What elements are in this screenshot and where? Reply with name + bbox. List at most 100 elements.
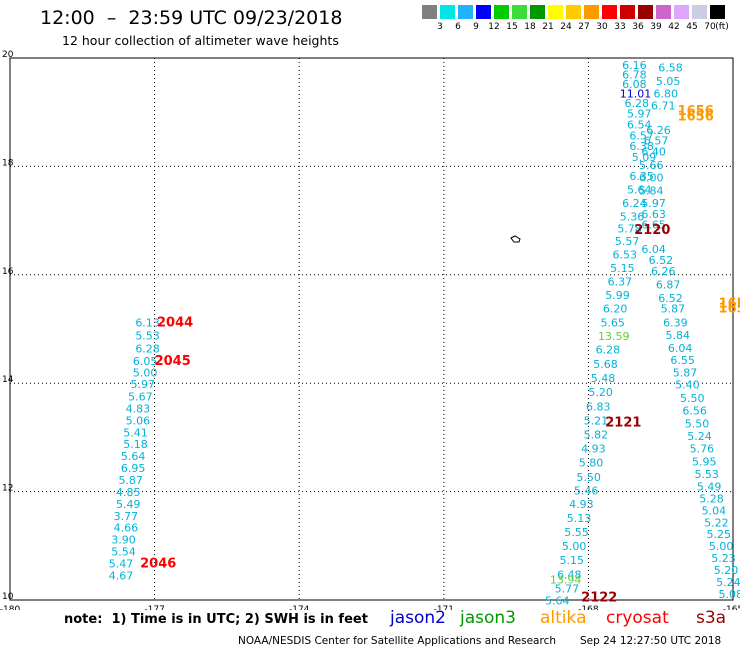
scale-swatch bbox=[530, 5, 545, 19]
scale-swatch bbox=[638, 5, 653, 19]
wave-height-label: 6.57 bbox=[629, 129, 654, 142]
wave-height-label: 5.97 bbox=[131, 378, 156, 391]
wave-height-label: 6.24 bbox=[622, 197, 647, 210]
scale-label: 9 bbox=[473, 22, 479, 32]
wave-height-label: 5.15 bbox=[559, 554, 584, 567]
satellite-jason3: jason3 bbox=[460, 608, 516, 628]
pass-time-label: 2045 bbox=[155, 354, 191, 369]
wave-height-label: 3.90 bbox=[111, 534, 136, 547]
y-tick-label: 20 bbox=[2, 50, 14, 60]
wave-height-label: 5.04 bbox=[702, 504, 727, 517]
y-tick-label: 10 bbox=[2, 592, 14, 602]
wave-height-label: 6.71 bbox=[651, 99, 676, 112]
pass-time-label: 1655 bbox=[719, 302, 740, 317]
y-tick-label: 16 bbox=[2, 267, 14, 277]
wave-height-label: 6.65 bbox=[641, 219, 666, 232]
scale-label: 18 bbox=[524, 22, 536, 32]
wave-height-label: 5.53 bbox=[694, 468, 719, 481]
wave-height-label: 5.13 bbox=[567, 512, 592, 525]
scale-label: 21 bbox=[542, 22, 554, 32]
wave-height-label: 6.78 bbox=[622, 69, 647, 82]
pass-time-label: 2121 bbox=[605, 416, 641, 431]
wave-height-label: 5.57 bbox=[615, 235, 640, 248]
x-tick-label: -180 bbox=[0, 605, 20, 610]
wave-height-label: 5.24 bbox=[716, 576, 740, 589]
wave-height-label: 5.54 bbox=[111, 546, 136, 559]
y-tick-label: 12 bbox=[2, 484, 13, 494]
footer-credit: NOAA/NESDIS Center for Satellite Applica… bbox=[238, 635, 556, 647]
wave-height-label: 6.40 bbox=[641, 146, 666, 159]
wave-height-label: 5.25 bbox=[706, 528, 731, 541]
wave-height-label: 5.50 bbox=[685, 418, 710, 431]
footer-note: note: 1) Time is in UTC; 2) SWH is in fe… bbox=[64, 612, 368, 627]
wave-height-label: 6.38 bbox=[629, 140, 654, 153]
wave-height-label: 5.95 bbox=[692, 456, 717, 469]
wave-height-label: 6.54 bbox=[627, 118, 652, 131]
wave-height-label: 6.28 bbox=[135, 342, 160, 355]
scale-label: 39 bbox=[650, 22, 662, 32]
wave-height-label: 5.87 bbox=[673, 367, 698, 380]
wave-height-label: 6.63 bbox=[641, 208, 666, 221]
scale-swatch bbox=[692, 5, 707, 19]
scale-swatch bbox=[602, 5, 617, 19]
wave-height-label: 5.08 bbox=[719, 588, 740, 601]
wave-height-label: 4.93 bbox=[581, 443, 606, 456]
wave-height-label: 6.28 bbox=[625, 97, 650, 110]
scale-label: 3 bbox=[437, 22, 443, 32]
wave-height-label: 5.82 bbox=[584, 428, 609, 441]
wave-height-label: 5.47 bbox=[109, 557, 134, 570]
wave-height-label: 6.57 bbox=[644, 135, 669, 148]
scale-swatch bbox=[512, 5, 527, 19]
scale-label: 33 bbox=[614, 22, 626, 32]
pass-time-label: 1656 bbox=[678, 109, 714, 124]
wave-height-label: 6.52 bbox=[658, 292, 683, 305]
wave-height-label: 6.04 bbox=[668, 342, 693, 355]
wave-height-label: 6.20 bbox=[603, 303, 628, 316]
satellite-cryosat: cryosat bbox=[606, 608, 669, 628]
wave-height-label: 5.64 bbox=[121, 450, 146, 463]
wave-height-label: 5.23 bbox=[711, 552, 736, 565]
wave-height-label: 6.08 bbox=[622, 78, 647, 91]
wave-height-label: 3.77 bbox=[114, 510, 139, 523]
altimeter-plot: -180 -177 -174 -171 -168 -165 10 12 14 16 18 20 6.1… bbox=[0, 50, 740, 610]
scale-label: 70 bbox=[704, 22, 716, 32]
chart-subtitle: 12 hour collection of altimeter wave hei… bbox=[62, 33, 339, 48]
wave-height-label: 5.84 bbox=[639, 185, 664, 198]
scale-label: 6 bbox=[455, 22, 461, 32]
wave-height-label: 6.83 bbox=[586, 400, 611, 413]
scale-swatch bbox=[476, 5, 491, 19]
satellite-s3a: s3a bbox=[696, 608, 727, 628]
wave-height-label: 5.50 bbox=[680, 392, 705, 405]
wave-height-label: 6.56 bbox=[682, 405, 707, 418]
wave-height-label: 5.20 bbox=[588, 386, 613, 399]
scale-label: 15 bbox=[506, 22, 518, 32]
wave-height-label: 6.13 bbox=[135, 316, 160, 329]
wave-height-label: 6.58 bbox=[658, 62, 683, 75]
wave-height-label: 5.84 bbox=[666, 329, 691, 342]
scale-swatch bbox=[566, 5, 581, 19]
wave-height-label: 5.20 bbox=[714, 564, 739, 577]
wave-height-label: 5.97 bbox=[641, 197, 666, 210]
scale-label: 45 bbox=[686, 22, 698, 32]
wave-height-label: 6.26 bbox=[646, 124, 671, 137]
wave-height-label: 5.22 bbox=[704, 516, 729, 529]
scale-swatch bbox=[422, 5, 437, 19]
wave-height-label: 5.64 bbox=[545, 594, 570, 607]
scale-swatch bbox=[656, 5, 671, 19]
wave-height-label: 4.83 bbox=[126, 402, 150, 415]
wave-height-label: 5.65 bbox=[600, 316, 625, 329]
scale-label: 30 bbox=[596, 22, 608, 32]
scale-swatch bbox=[458, 5, 473, 19]
wave-height-label: 6.55 bbox=[670, 354, 695, 367]
satellite-altika: altika bbox=[540, 608, 587, 628]
wave-height-label: 5.21 bbox=[584, 414, 609, 427]
wave-height-label: 5.97 bbox=[627, 108, 652, 121]
wave-height-label: 5.18 bbox=[123, 438, 147, 451]
wave-height-label: 5.28 bbox=[699, 492, 724, 505]
wave-height-label: 5.46 bbox=[574, 484, 599, 497]
scale-unit: (ft) bbox=[715, 22, 729, 32]
scale-swatch bbox=[548, 5, 563, 19]
wave-height-label: 5.78 bbox=[617, 223, 642, 236]
wave-height-label: 5.87 bbox=[661, 303, 686, 316]
x-tick-label: -165 bbox=[723, 605, 740, 610]
